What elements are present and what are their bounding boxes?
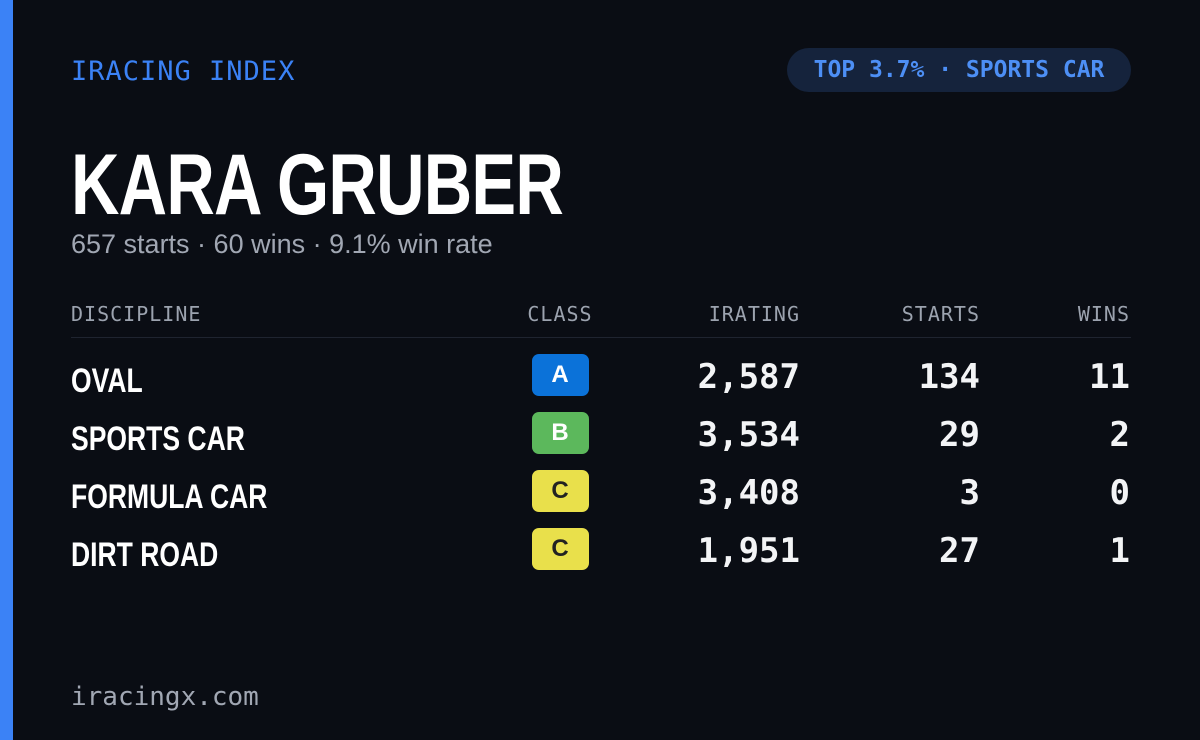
rank-badge: TOP 3.7% · SPORTS CAR xyxy=(787,48,1131,92)
class-badge: C xyxy=(531,470,589,512)
cell-value: 134 xyxy=(918,357,980,397)
summary: 657 starts · 60 wins · 9.1% win rate xyxy=(71,229,493,259)
cell-value: 29 xyxy=(939,415,980,455)
driver-name: KARA GRUBER xyxy=(71,137,564,233)
class-badge: C xyxy=(531,528,589,570)
cell-value: 11 xyxy=(1089,357,1130,397)
accent-bar xyxy=(0,0,13,740)
cell-value: 27 xyxy=(939,531,980,571)
column-header: IRATING xyxy=(708,302,800,326)
column-header: STARTS xyxy=(901,302,980,326)
column-header: WINS xyxy=(1077,302,1130,326)
class-badge: A xyxy=(531,354,589,396)
discipline: DIRT ROAD xyxy=(71,536,219,574)
cell-value: 1 xyxy=(1109,531,1130,571)
discipline: FORMULA CAR xyxy=(71,478,268,516)
discipline: OVAL xyxy=(71,362,143,400)
column-header: DISCIPLINE xyxy=(71,302,202,326)
cell-value: 2 xyxy=(1109,415,1130,455)
cell-value: 0 xyxy=(1109,473,1130,513)
cell-value: 3,534 xyxy=(697,415,800,455)
cell-value: 1,951 xyxy=(697,531,800,571)
cell-value: 3 xyxy=(959,473,980,513)
brand: IRACING INDEX xyxy=(71,56,296,87)
cell-value: 2,587 xyxy=(697,357,800,397)
footer-site: iracingx.com xyxy=(71,682,259,712)
column-header: CLASS xyxy=(527,302,593,326)
cell-value: 3,408 xyxy=(697,473,800,513)
class-badge: B xyxy=(531,412,589,454)
header-rule xyxy=(71,337,1131,338)
discipline: SPORTS CAR xyxy=(71,420,245,458)
